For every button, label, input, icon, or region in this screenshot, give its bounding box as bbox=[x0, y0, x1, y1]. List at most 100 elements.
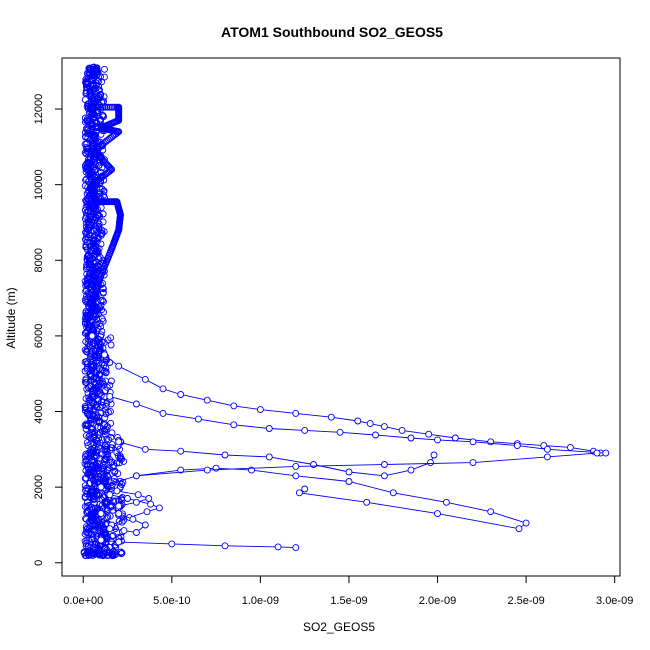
profile-5 bbox=[132, 464, 530, 533]
data-point bbox=[407, 434, 415, 442]
data-point bbox=[91, 236, 99, 244]
data-point bbox=[124, 495, 131, 502]
profile-line bbox=[91, 335, 601, 454]
x-tick-label: 2.5e-09 bbox=[507, 595, 544, 607]
profile-3 bbox=[106, 392, 610, 457]
data-point bbox=[103, 443, 111, 451]
data-point bbox=[366, 420, 374, 428]
data-point bbox=[109, 550, 117, 558]
data-point bbox=[97, 103, 105, 111]
data-point bbox=[141, 375, 149, 383]
data-point bbox=[327, 413, 335, 421]
x-axis: 0.0e+00 5.0e-10 1.0e-09 1.5e-09 2.0e-09 2.5e-… bbox=[63, 575, 633, 607]
data-point bbox=[113, 487, 121, 495]
data-point bbox=[108, 440, 116, 448]
data-point bbox=[97, 323, 105, 331]
data-point bbox=[98, 436, 106, 444]
data-point bbox=[112, 497, 120, 505]
data-point bbox=[106, 455, 114, 463]
data-point bbox=[99, 210, 107, 218]
data-point bbox=[407, 466, 415, 474]
data-point bbox=[84, 234, 92, 242]
data-point bbox=[96, 550, 104, 557]
y-axis: 0 2000 4000 6000 8000 10000 12000 bbox=[33, 94, 63, 566]
data-point bbox=[91, 146, 99, 154]
y-tick-label: 6000 bbox=[33, 324, 45, 348]
data-point bbox=[82, 523, 90, 531]
data-point bbox=[345, 478, 353, 485]
data-point bbox=[81, 402, 89, 410]
data-point bbox=[116, 459, 123, 467]
data-point bbox=[116, 445, 124, 453]
data-point bbox=[363, 498, 371, 506]
x-axis-label: SO2_GEOS5 bbox=[303, 620, 375, 634]
data-point bbox=[106, 103, 114, 111]
data-point bbox=[97, 536, 105, 544]
data-point bbox=[106, 491, 114, 499]
data-point bbox=[90, 103, 98, 111]
data-point bbox=[177, 466, 185, 474]
data-point bbox=[194, 415, 202, 423]
data-point bbox=[92, 103, 100, 111]
data-point bbox=[111, 548, 119, 556]
x-tick-label: 1.0e-09 bbox=[242, 595, 279, 607]
data-point bbox=[134, 491, 142, 499]
data-point bbox=[82, 197, 90, 205]
data-point bbox=[101, 414, 109, 422]
data-point bbox=[292, 462, 300, 470]
profile-1 bbox=[97, 536, 300, 552]
data-point bbox=[107, 433, 115, 441]
profile-line bbox=[136, 467, 528, 530]
data-point bbox=[103, 103, 111, 111]
data-point bbox=[95, 220, 103, 228]
data-point bbox=[87, 361, 95, 369]
data-point bbox=[301, 426, 309, 434]
data-point bbox=[81, 551, 89, 559]
data-point bbox=[132, 400, 140, 408]
data-point bbox=[86, 548, 94, 556]
data-point bbox=[203, 466, 211, 474]
data-point bbox=[96, 520, 104, 528]
data-point bbox=[430, 451, 438, 459]
data-point bbox=[99, 218, 107, 226]
y-tick-label: 8000 bbox=[33, 248, 45, 272]
data-point bbox=[96, 94, 104, 102]
data-point bbox=[115, 510, 123, 518]
profile-line bbox=[118, 441, 435, 477]
data-point bbox=[95, 103, 103, 111]
data-point bbox=[336, 428, 344, 436]
profile-2 bbox=[88, 332, 604, 457]
data-point bbox=[88, 430, 96, 438]
x-tick-label: 0.0e+00 bbox=[63, 595, 103, 607]
data-point bbox=[89, 65, 97, 73]
data-point bbox=[256, 406, 264, 414]
data-point bbox=[120, 527, 128, 535]
data-point bbox=[522, 519, 530, 527]
data-point bbox=[99, 288, 107, 296]
data-point bbox=[141, 521, 149, 529]
data-point bbox=[84, 461, 92, 469]
data-point bbox=[451, 434, 459, 442]
data-point bbox=[88, 332, 96, 340]
data-point bbox=[88, 103, 96, 111]
data-point bbox=[265, 425, 273, 432]
data-point bbox=[132, 498, 140, 506]
data-point bbox=[82, 338, 90, 346]
data-point bbox=[513, 442, 521, 450]
data-point bbox=[87, 312, 94, 320]
data-point bbox=[212, 464, 220, 472]
x-tick-label: 2.0e-09 bbox=[419, 595, 456, 607]
y-tick-label: 12000 bbox=[33, 94, 45, 125]
data-point bbox=[107, 341, 115, 349]
data-point bbox=[91, 550, 99, 558]
y-tick-label: 4000 bbox=[33, 399, 45, 423]
data-point bbox=[100, 93, 108, 101]
data-point bbox=[177, 391, 185, 398]
profile-line bbox=[100, 452, 598, 488]
data-point bbox=[434, 510, 441, 518]
x-tick-label: 3.0e-09 bbox=[596, 595, 633, 607]
data-point bbox=[100, 308, 107, 316]
data-point bbox=[108, 103, 116, 111]
data-point bbox=[108, 429, 116, 437]
data-point bbox=[145, 495, 153, 502]
